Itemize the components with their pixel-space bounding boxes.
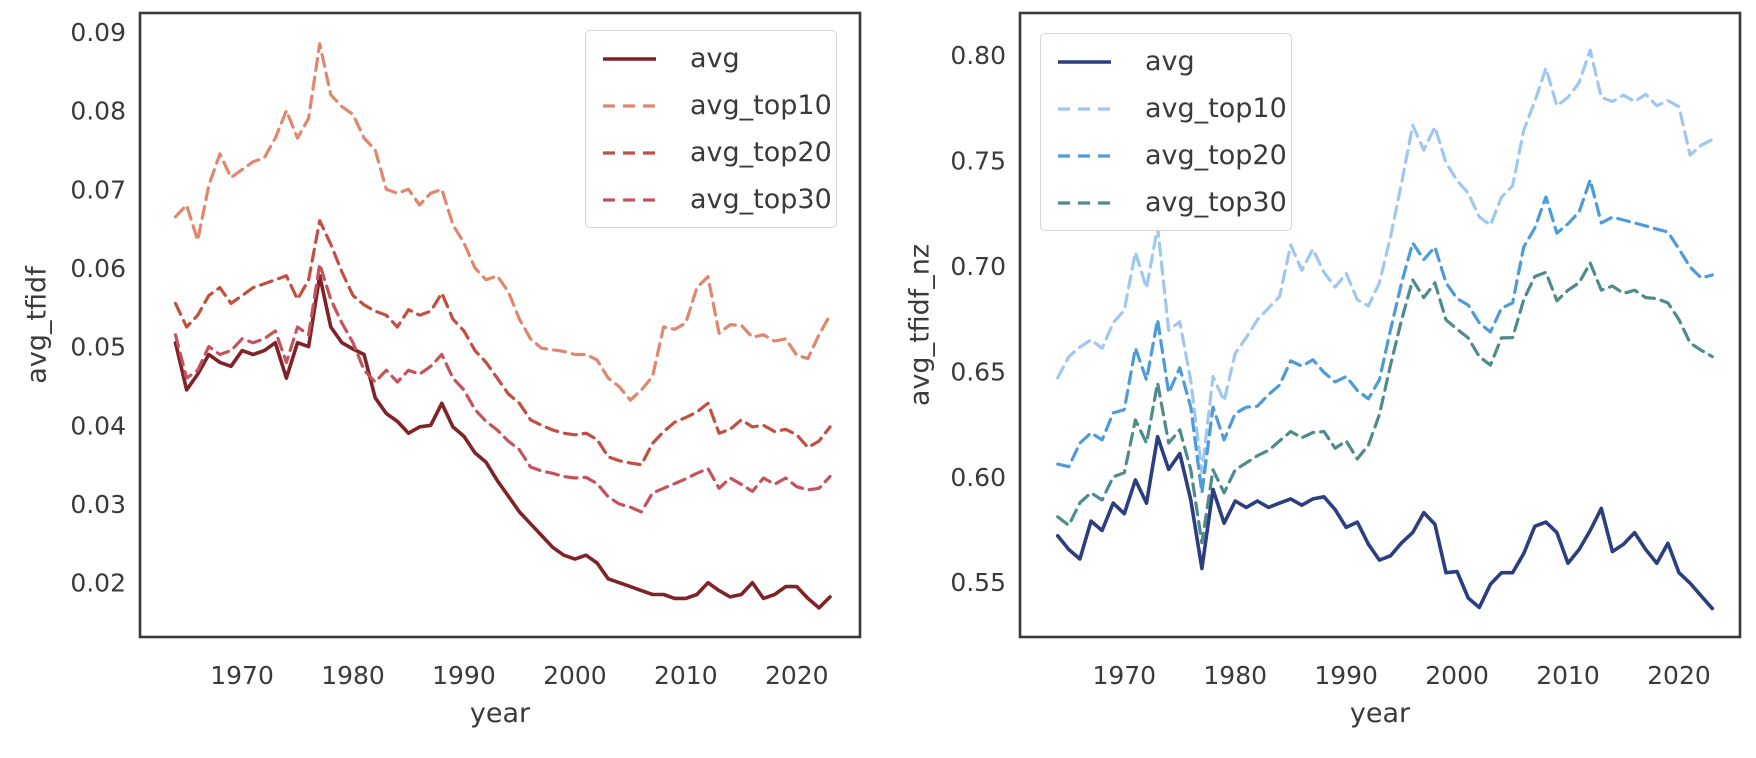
right-y-tick-label: 0.60 <box>950 463 1006 492</box>
legend-label: avg <box>1145 46 1195 77</box>
legend-right: avg avg_top10 avg_top20 avg_top30 <box>1040 33 1292 231</box>
left-plot-frame <box>138 11 862 639</box>
right-plot: 1970 1980 1990 2000 2010 2020 0.55 0.60 0.65 0.70… <box>950 11 1742 690</box>
left-y-tick-label: 0.08 <box>70 97 126 126</box>
y-axis-label-left: avg_tfidf <box>21 266 53 384</box>
right-x-tick-label: 1970 <box>1092 661 1156 690</box>
legend-item-avg-top30: avg_top30 <box>1057 187 1287 218</box>
x-axis-label-left: year <box>469 698 531 729</box>
legend-item-avg-top30: avg_top30 <box>602 184 832 215</box>
left-plot: 1970 1980 1990 2000 2010 2020 0.02 0.03 0.04 0.05… <box>70 11 862 690</box>
left-x-tick-label: 2020 <box>765 661 829 690</box>
right-y-tick-label: 0.70 <box>950 252 1006 281</box>
right-x-tick-label: 2010 <box>1536 661 1600 690</box>
legend-item-avg-top10: avg_top10 <box>602 90 832 121</box>
left-y-tick-label: 0.06 <box>70 254 126 283</box>
legend-item-avg-top20: avg_top20 <box>602 137 832 168</box>
left-y-tick-label: 0.03 <box>70 490 126 519</box>
left-y-tick-label: 0.05 <box>70 333 126 362</box>
line-sample-dashed-icon <box>1058 106 1111 111</box>
legend-label: avg_top20 <box>690 137 832 168</box>
left-line-avg_top30 <box>173 262 832 514</box>
legend-item-avg: avg <box>602 43 820 74</box>
line-sample-dashed-icon <box>1058 153 1111 158</box>
legend-label: avg_top10 <box>690 90 832 121</box>
left-x-tick-label: 1990 <box>432 661 496 690</box>
x-axis-label-right: year <box>1349 698 1411 729</box>
right-y-tick-label: 0.80 <box>950 41 1006 70</box>
right-x-tick-label: 1990 <box>1314 661 1378 690</box>
legend-item-avg-top20: avg_top20 <box>1057 140 1287 171</box>
right-y-tick-label: 0.75 <box>950 147 1006 176</box>
left-x-tick-label: 2000 <box>543 661 607 690</box>
left-x-tick-label: 1980 <box>321 661 385 690</box>
right-line-avg_top10 <box>1056 48 1714 475</box>
right-plot-frame <box>1018 11 1742 639</box>
left-x-tick-label: 1970 <box>210 661 274 690</box>
right-x-tick-label: 2020 <box>1647 661 1711 690</box>
legend-left: avg avg_top10 avg_top20 avg_top30 <box>585 30 837 228</box>
left-x-tick-label: 2010 <box>654 661 718 690</box>
right-line-avg_top20 <box>1056 178 1714 495</box>
line-sample-dashed-icon <box>1058 200 1111 205</box>
line-sample-dashed-icon <box>603 103 656 108</box>
right-line-avg <box>1055 434 1715 611</box>
left-y-tick-label: 0.09 <box>70 18 126 47</box>
legend-label: avg_top10 <box>1145 93 1287 124</box>
right-x-tick-label: 2000 <box>1425 661 1489 690</box>
legend-label: avg_top20 <box>1145 140 1287 171</box>
left-line-avg_top20 <box>173 219 832 467</box>
left-y-tick-label: 0.07 <box>70 175 126 204</box>
y-axis-label-right: avg_tfidf_nz <box>904 243 936 407</box>
right-line-avg_top30 <box>1056 261 1714 545</box>
legend-label: avg <box>690 43 740 74</box>
left-line-avg_top10 <box>173 42 832 402</box>
right-x-tick-label: 1980 <box>1203 661 1267 690</box>
line-sample-solid-icon <box>1058 59 1111 64</box>
right-y-tick-label: 0.65 <box>950 357 1006 386</box>
legend-item-avg-top10: avg_top10 <box>1057 93 1287 124</box>
line-sample-dashed-icon <box>603 150 656 155</box>
left-y-tick-label: 0.02 <box>70 569 126 598</box>
legend-label: avg_top30 <box>690 184 832 215</box>
left-y-tick-label: 0.04 <box>70 411 126 440</box>
line-sample-solid-icon <box>603 56 656 61</box>
left-line-avg <box>173 273 832 610</box>
right-y-tick-label: 0.55 <box>950 568 1006 597</box>
legend-label: avg_top30 <box>1145 187 1287 218</box>
legend-item-avg: avg <box>1057 46 1275 77</box>
line-sample-dashed-icon <box>603 197 656 202</box>
